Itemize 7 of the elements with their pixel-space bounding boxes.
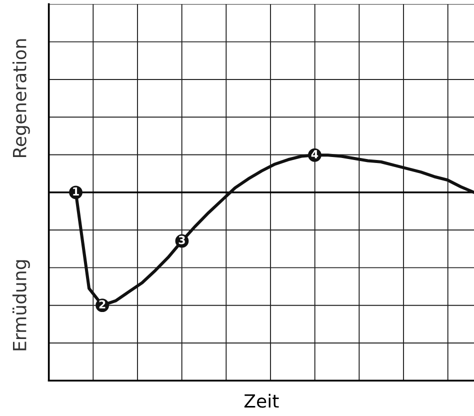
annotation: 2: [99, 300, 106, 308]
annotation: 3: [178, 236, 185, 244]
text: Ermüdung: [12, 260, 30, 350]
x-axis-title: Zeit: [244, 394, 279, 408]
annotation: 4: [311, 150, 318, 158]
annotation: 1: [73, 187, 79, 196]
text: Regeneration: [12, 39, 30, 158]
